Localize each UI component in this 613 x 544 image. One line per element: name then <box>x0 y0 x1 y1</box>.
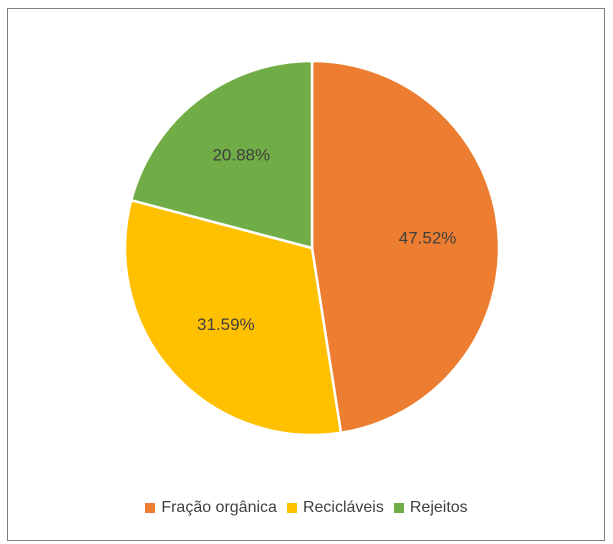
legend-swatch-rejeitos <box>393 503 404 513</box>
legend-item-fracao-organica: Fração orgânica <box>145 499 277 517</box>
legend-item-reciclaveis: Recicláveis <box>286 499 384 517</box>
legend-swatch-fracao-organica <box>145 503 156 513</box>
chart-legend: Fração orgânica Recicláveis Rejeitos <box>0 499 613 517</box>
pie-slice-reciclaveis <box>123 198 343 437</box>
legend-label-reciclaveis: Recicláveis <box>302 499 384 516</box>
slice-label-fracao-organica: 47.52% <box>399 228 457 247</box>
pie-slice-rejeitos <box>129 59 314 250</box>
pie-slice-fracao-organica <box>310 59 501 434</box>
legend-item-rejeitos: Rejeitos <box>393 499 468 517</box>
slice-label-rejeitos: 20.88% <box>212 146 270 165</box>
legend-label-rejeitos: Rejeitos <box>409 499 468 516</box>
legend-label-fracao-organica: Fração orgânica <box>161 499 277 516</box>
legend-swatch-reciclaveis <box>286 503 297 513</box>
slice-label-reciclaveis: 31.59% <box>197 315 255 334</box>
